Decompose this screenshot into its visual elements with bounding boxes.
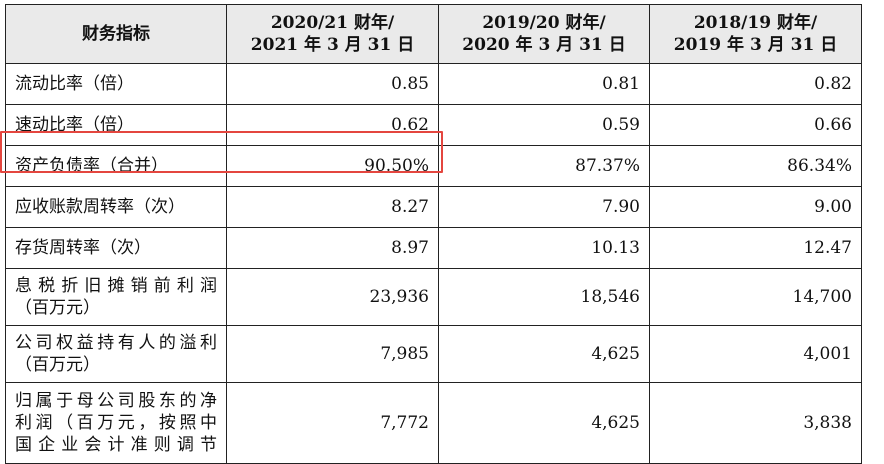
table-row: 存货周转率（次） 8.97 10.13 12.47	[5, 227, 862, 269]
cell-value: 14,700	[649, 268, 862, 326]
row-label-current-ratio: 流动比率（倍）	[5, 63, 227, 105]
header-indicator: 财务指标	[5, 4, 227, 64]
cell-value: 0.82	[649, 63, 862, 105]
header-fy2021-line1: 2020/21 财年/	[270, 13, 395, 33]
cell-value: 7,772	[226, 382, 439, 464]
cell-value: 12.47	[649, 227, 862, 269]
cell-value: 7,985	[226, 325, 439, 383]
row-label-line: （百万元）	[15, 355, 100, 375]
header-fy2020-line1: 2019/20 财年/	[482, 13, 606, 33]
row-label-line: （百万元）	[15, 298, 100, 318]
table-row: 速动比率（倍） 0.62 0.59 0.66	[5, 104, 862, 146]
cell-value: 87.37%	[438, 145, 650, 187]
cell-value: 18,546	[438, 268, 650, 326]
cell-value: 90.50%	[226, 145, 439, 187]
table-row: 公司权益持有人的溢利 （百万元） 7,985 4,625 4,001	[5, 325, 862, 383]
cell-value: 4,625	[438, 325, 650, 383]
cell-value: 4,625	[438, 382, 650, 464]
table-row: 资产负债率（合并） 90.50% 87.37% 86.34%	[5, 145, 862, 187]
cell-value: 10.13	[438, 227, 650, 269]
cell-value: 3,838	[649, 382, 862, 464]
cell-value: 0.62	[226, 104, 439, 146]
header-fy2020: 2019/20 财年/ 2020 年 3 月 31 日	[438, 4, 650, 64]
header-fy2019-line2: 2019 年 3 月 31 日	[673, 35, 838, 55]
cell-value: 8.27	[226, 186, 439, 228]
table-header-row: 财务指标 2020/21 财年/ 2021 年 3 月 31 日 2019/20…	[5, 4, 862, 64]
row-label-net-profit-parent: 归属于母公司股东的净 利润（百万元，按照中 国企业会计准则调节	[5, 382, 227, 464]
header-fy2019: 2018/19 财年/ 2019 年 3 月 31 日	[649, 4, 862, 64]
cell-value: 4,001	[649, 325, 862, 383]
header-fy2020-line2: 2020 年 3 月 31 日	[462, 35, 626, 55]
header-fy2021: 2020/21 财年/ 2021 年 3 月 31 日	[226, 4, 439, 64]
cell-value: 86.34%	[649, 145, 862, 187]
row-label-line: 国企业会计准则调节	[15, 435, 217, 455]
row-label-debt-ratio: 资产负债率（合并）	[5, 145, 227, 187]
cell-value: 8.97	[226, 227, 439, 269]
table-row: 息税折旧摊销前利润 （百万元） 23,936 18,546 14,700	[5, 268, 862, 326]
row-label-equity-holders-profit: 公司权益持有人的溢利 （百万元）	[5, 325, 227, 383]
row-label-ebitda: 息税折旧摊销前利润 （百万元）	[5, 268, 227, 326]
row-label-line: 息税折旧摊销前利润	[15, 276, 217, 296]
cell-value: 23,936	[226, 268, 439, 326]
cell-value: 0.81	[438, 63, 650, 105]
table-row: 应收账款周转率（次） 8.27 7.90 9.00	[5, 186, 862, 228]
cell-value: 0.66	[649, 104, 862, 146]
row-label-line: 利润（百万元，按照中	[15, 413, 217, 433]
row-label-line: 公司权益持有人的溢利	[15, 333, 217, 353]
cell-value: 0.85	[226, 63, 439, 105]
row-label-receivables-turnover: 应收账款周转率（次）	[5, 186, 227, 228]
cell-value: 9.00	[649, 186, 862, 228]
table-row: 流动比率（倍） 0.85 0.81 0.82	[5, 63, 862, 105]
cell-value: 0.59	[438, 104, 650, 146]
row-label-inventory-turnover: 存货周转率（次）	[5, 227, 227, 269]
row-label-quick-ratio: 速动比率（倍）	[5, 104, 227, 146]
financial-indicators-table: 财务指标 2020/21 财年/ 2021 年 3 月 31 日 2019/20…	[5, 4, 862, 464]
header-fy2021-line2: 2021 年 3 月 31 日	[250, 35, 415, 55]
cell-value: 7.90	[438, 186, 650, 228]
table-row: 归属于母公司股东的净 利润（百万元，按照中 国企业会计准则调节 7,772 4,…	[5, 382, 862, 464]
header-fy2019-line1: 2018/19 财年/	[693, 13, 818, 33]
row-label-line: 归属于母公司股东的净	[15, 391, 217, 411]
